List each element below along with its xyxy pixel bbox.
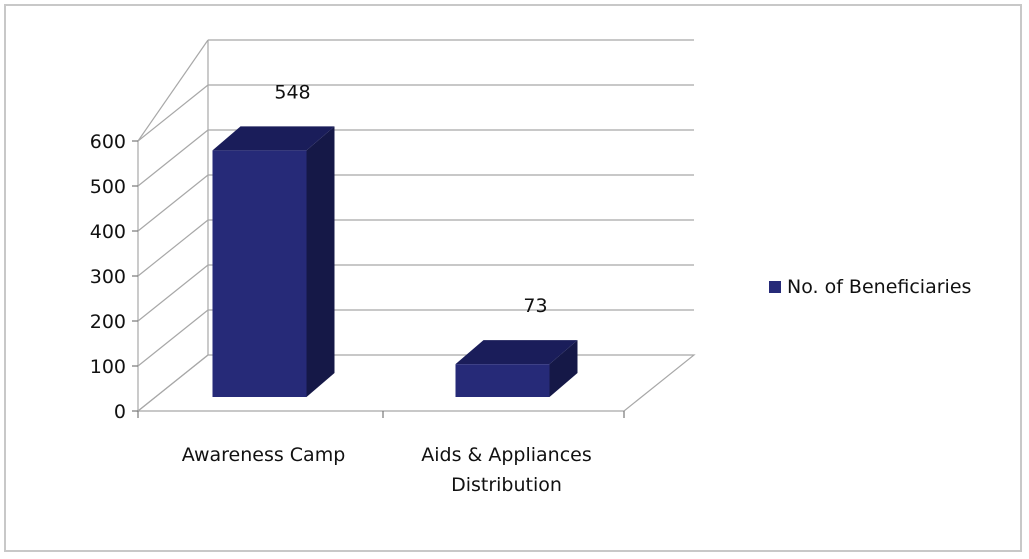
data-labels: 548 73 bbox=[274, 81, 547, 317]
side-grid-line bbox=[137, 129, 209, 187]
y-tick-labels: 0 100 200 300 400 500 600 bbox=[90, 131, 126, 423]
bar-side-face bbox=[549, 340, 578, 397]
y-tick-label: 400 bbox=[90, 221, 126, 243]
bar-front-face bbox=[212, 150, 307, 397]
side-grid-line bbox=[137, 309, 209, 367]
y-tick-label: 500 bbox=[90, 176, 126, 198]
side-grid-line bbox=[137, 39, 209, 142]
y-tick-label: 0 bbox=[114, 401, 126, 423]
legend-label: No. of Beneficiaries bbox=[787, 276, 971, 298]
floor bbox=[136, 354, 696, 412]
side-grid-line bbox=[137, 264, 209, 322]
bar-chart: 0 100 200 300 400 500 600 548 73 Awareness Camp… bbox=[90, 39, 971, 496]
chart-frame: 0 100 200 300 400 500 600 548 73 Awareness Camp… bbox=[4, 4, 1022, 552]
data-label: 73 bbox=[523, 295, 547, 317]
side-grid-line bbox=[137, 84, 209, 142]
bar-front-face bbox=[455, 364, 550, 397]
side-grid-line bbox=[137, 219, 209, 277]
category-label: Distribution bbox=[451, 474, 562, 496]
bar-top-face bbox=[212, 126, 335, 151]
bar-side-face bbox=[306, 126, 335, 398]
y-tick-label: 600 bbox=[90, 131, 126, 153]
category-label: Aids & Appliances bbox=[421, 444, 592, 466]
category-labels: Awareness Camp Aids & Appliances Distribut… bbox=[182, 444, 592, 496]
y-tick-label: 100 bbox=[90, 356, 126, 378]
legend-swatch bbox=[769, 281, 781, 293]
axes bbox=[132, 140, 696, 418]
bar bbox=[212, 126, 335, 398]
legend: No. of Beneficiaries bbox=[769, 276, 971, 298]
bar-top-face bbox=[455, 340, 578, 365]
data-label: 548 bbox=[274, 81, 310, 103]
bar bbox=[455, 340, 578, 397]
bars bbox=[212, 126, 578, 398]
category-label: Awareness Camp bbox=[182, 444, 346, 466]
y-tick-label: 300 bbox=[90, 266, 126, 288]
side-grid-line bbox=[137, 174, 209, 232]
y-tick-label: 200 bbox=[90, 311, 126, 333]
